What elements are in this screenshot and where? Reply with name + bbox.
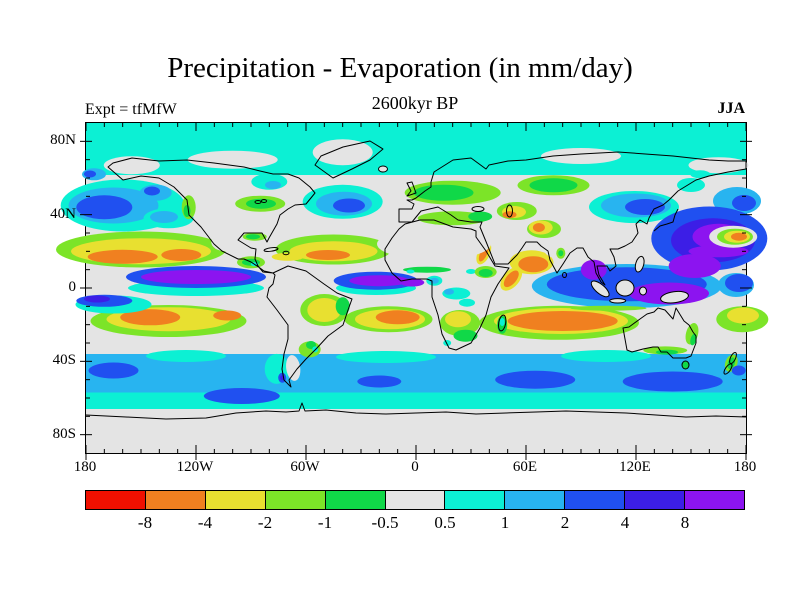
colorbar-segment-cyan <box>444 491 505 509</box>
coast-japan <box>653 208 679 232</box>
colorbar-segment-sky-blue <box>504 491 565 509</box>
plot-subtitle: 2600kyr BP <box>371 93 459 113</box>
colorbar-segment-purple <box>684 491 744 509</box>
colorbar-label-2: 2 <box>560 513 570 532</box>
lon-tick-label-180-6: 180 <box>733 459 757 475</box>
coast-iceland <box>378 165 388 173</box>
lon-tick-label-180-0: 180 <box>73 459 97 475</box>
lat-tick-label-40S: 40S <box>52 352 76 369</box>
colorbar-label-0.5: 0.5 <box>434 513 456 532</box>
coast-north-america <box>107 157 316 274</box>
colorbar-segment-gray <box>384 491 445 509</box>
coast-new-guinea <box>660 290 689 304</box>
colorbar-label-4: 4 <box>620 513 630 532</box>
colorbar-segment-orange <box>144 491 205 509</box>
colorbar-label--1: -1 <box>317 513 333 532</box>
colorbar-label-1: 1 <box>500 513 510 532</box>
coast-hispaniola <box>282 250 290 256</box>
coast-sri-lanka <box>562 272 567 278</box>
colorbar-segment-yellow <box>204 491 265 509</box>
lat-tick-label-0: 0 <box>68 279 77 295</box>
coast-borneo <box>615 279 635 297</box>
lon-tick-label-0-3: 0 <box>411 459 419 475</box>
lat-tick-label-80S: 80S <box>52 425 76 442</box>
coast-africa <box>384 219 510 351</box>
coastlines <box>85 140 747 420</box>
experiment-label: Expt = tfMfW <box>85 101 177 118</box>
colorbar-segment-indigo <box>624 491 685 509</box>
axis-ticks <box>80 123 752 460</box>
coast-philippines <box>634 255 645 273</box>
coast-sulawesi <box>639 286 647 296</box>
coast-cuba <box>263 247 279 252</box>
colorbar-segment-chartreuse <box>264 491 325 509</box>
colorbar-segment-red <box>86 491 145 509</box>
season-label: JJA <box>717 100 745 117</box>
coast-black-sea <box>471 206 485 212</box>
coast-java <box>609 298 627 304</box>
coast-greenland <box>314 140 384 179</box>
lon-tick-label-60W-2: 60W <box>290 459 320 475</box>
map-plot-area <box>56 122 769 460</box>
colorbar-segment-blue <box>564 491 625 509</box>
coast-madagascar <box>497 314 507 332</box>
coast-nz-south <box>723 363 733 375</box>
colorbar-label--8: -8 <box>137 513 153 532</box>
coast-great-lakes-west <box>254 200 262 204</box>
plot-title: Precipitation - Evaporation (in mm/day) <box>167 52 633 84</box>
lon-tick-label-120W-1: 120W <box>176 459 214 475</box>
colorbar-label-8: 8 <box>680 513 690 532</box>
colorbar-label--4: -4 <box>197 513 213 532</box>
coast-australia <box>622 307 697 359</box>
coast-eurasia <box>398 151 747 286</box>
contour-field <box>56 123 769 453</box>
coast-tasmania <box>681 360 690 370</box>
coast-caspian-sea <box>506 204 513 218</box>
coast-south-america <box>266 265 353 388</box>
coast-sumatra <box>590 280 610 298</box>
lat-tick-label-80N: 80N <box>50 132 76 149</box>
coast-antarctica <box>85 402 747 420</box>
coast-great-lakes-east <box>261 199 267 203</box>
colorbar-label--2: -2 <box>257 513 273 532</box>
lon-tick-label-60E-4: 60E <box>512 459 538 475</box>
colorbar-segment-green <box>324 491 385 509</box>
lon-tick-label-120E-5: 120E <box>619 459 651 475</box>
contour-map <box>56 123 769 460</box>
coast-britain <box>406 181 417 197</box>
colorbar-label--0.5: -0.5 <box>371 513 399 532</box>
colorbar-legend <box>85 490 745 510</box>
lat-tick-label-40N: 40N <box>50 205 76 222</box>
